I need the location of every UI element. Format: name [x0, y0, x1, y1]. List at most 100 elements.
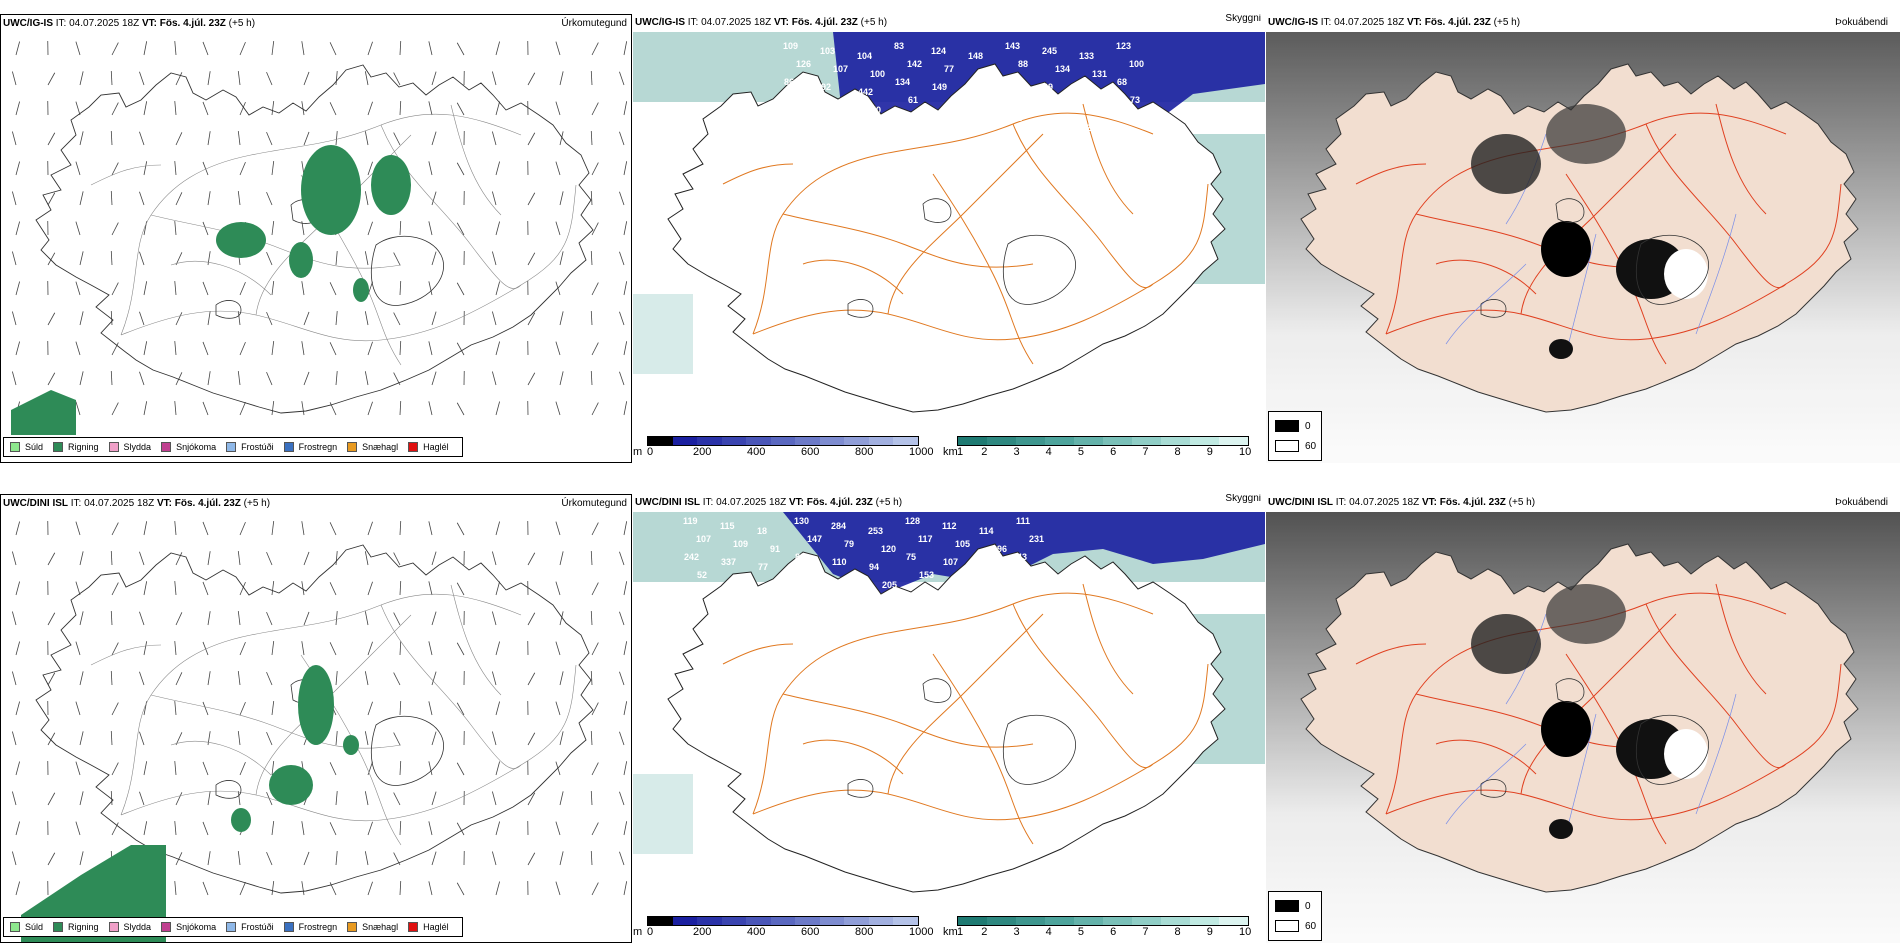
- cloud-base-value: 104: [857, 51, 872, 61]
- cloud-base-value: 147: [807, 534, 822, 544]
- cloud-base-value: 126: [796, 59, 811, 69]
- cloud-base-value: 175: [845, 575, 860, 585]
- cloud-base-value: 75: [906, 552, 916, 562]
- coastline: [35, 544, 594, 894]
- panel-title: UWC/DINI ISL IT: 04.07.2025 18Z VT: Fös.…: [635, 497, 903, 508]
- colorbar-segment: [672, 437, 698, 445]
- precip-legend-label: Slydda: [123, 922, 152, 932]
- cloud-base-value: 3: [835, 136, 840, 146]
- cloud-base-value: 442: [858, 87, 873, 97]
- iceland-map: [1266, 512, 1900, 943]
- precip-legend-item: Rigning: [53, 442, 99, 452]
- colorbar-tick-label: 1000: [909, 446, 934, 458]
- cloud-base-value: 100: [980, 562, 995, 572]
- colorbar-segment: [1016, 917, 1045, 925]
- visibility-colorbar: km 1 2 3 4 5 6 7 8 9 10: [943, 916, 1265, 943]
- cloud-base-value: 81: [933, 118, 943, 128]
- glacier-outline: [847, 299, 874, 318]
- colorbar-segment: [1103, 917, 1132, 925]
- panel-variable-name: Skyggni: [1225, 14, 1261, 24]
- colorbar-segment: [844, 917, 869, 925]
- precip-legend-item: Haglél: [408, 442, 449, 452]
- precip-type-panel-top: UWC/IG-IS IT: 04.07.2025 18Z VT: Fös. 4.…: [0, 14, 632, 463]
- cloud-base-value: 107: [696, 534, 711, 544]
- precip-legend-item: Snæhagl: [347, 442, 398, 452]
- glacier-outline: [1002, 234, 1076, 305]
- iceland-map: [1266, 32, 1900, 463]
- cloud-base-value: 112: [942, 521, 957, 531]
- road-network: [1355, 103, 1842, 365]
- precip-legend-swatch: [10, 922, 20, 932]
- precip-legend-swatch: [408, 442, 419, 452]
- cloud-base-labels: 119 115 18 130 284 253 128 112 114 111 107 109 91 147…: [683, 516, 1044, 590]
- colorbar-tick-label: 5: [1077, 926, 1084, 938]
- fog-legend-low: 0: [1305, 901, 1311, 912]
- colorbar-tick-label: 0: [647, 446, 654, 458]
- precip-legend-item: Snjókoma: [161, 922, 216, 932]
- precip-legend-swatch: [53, 922, 64, 932]
- cloud-base-value: 114: [979, 526, 994, 536]
- colorbar-labels: km 1 2 3 4 5 6 7 8 9 10: [943, 446, 1265, 460]
- precip-legend-swatch: [161, 442, 172, 452]
- precip-legend-label: Rigning: [68, 922, 99, 932]
- cloud-base-colorbar: m 0 200 400 600 800 1000: [633, 916, 933, 943]
- colorbar-segment: [1132, 437, 1161, 445]
- colorbar-unit: m: [633, 446, 643, 458]
- cloud-base-value: 245: [1042, 46, 1057, 56]
- cloud-base-labels: 109 103 104 83 124 148 143 245 133 123 126 107 100 14…: [783, 41, 1144, 146]
- colorbar-segment: [1016, 437, 1045, 445]
- cloud-base-value: 107: [833, 64, 848, 74]
- precip-type-legend: Súld Rigning Slydda Snjókoma Frostúði Frostre…: [3, 437, 463, 457]
- cloud-base-value: 67: [970, 123, 980, 133]
- colorbar-segment: [1132, 917, 1161, 925]
- wind-barbs: [11, 40, 628, 416]
- cloud-base-value: 168: [1019, 95, 1034, 105]
- glacier-outline: [1635, 234, 1709, 305]
- colorbar-tick-label: 6: [1110, 446, 1117, 458]
- colorbar-tick-label: 4: [1045, 926, 1052, 938]
- precip-legend-swatch: [283, 442, 294, 452]
- precip-legend-item: Snjókoma: [161, 442, 216, 452]
- precip-legend-swatch: [108, 922, 119, 932]
- colorbar-segment: [795, 917, 820, 925]
- glacier-outline: [1635, 714, 1709, 785]
- colorbar-tick-label: 400: [747, 926, 766, 938]
- cloud-base-value: 73: [1006, 77, 1016, 87]
- colorbar-segment: [987, 437, 1016, 445]
- colorbar-segment: [795, 437, 820, 445]
- precip-legend-item: Súld: [10, 442, 43, 452]
- glacier-outline: [847, 779, 874, 798]
- panel-variable-name: Úrkomutegund: [561, 18, 627, 29]
- colorbar-tick-label: 5: [1077, 446, 1084, 458]
- cloud-base-value: 83: [795, 552, 805, 562]
- low-cloud-area: [783, 512, 1265, 594]
- cloud-base-value: 123: [1116, 41, 1131, 51]
- colorbar-segment: [721, 437, 747, 445]
- precip-legend-swatch: [10, 442, 20, 452]
- glacier-outline: [215, 300, 242, 319]
- cloud-base-value: 73: [1130, 95, 1140, 105]
- cloud-base-value: 152: [1007, 113, 1022, 123]
- colorbar-labels: m 0 200 400 600 800 1000: [633, 926, 933, 940]
- cloud-base-value: 128: [905, 516, 920, 526]
- colorbar-tick-label: 9: [1206, 926, 1213, 938]
- colorbar-tick-label: 10: [1239, 926, 1252, 938]
- cloud-base-value: 77: [758, 562, 768, 572]
- cloud-base-value: 69: [1043, 82, 1053, 92]
- precip-legend-item: Frostregn: [283, 442, 337, 452]
- colorbar-tick-label: 2: [981, 926, 988, 938]
- colorbar-segment: [868, 437, 894, 445]
- colorbar-tick-label: 600: [801, 446, 820, 458]
- precip-legend-label: Snjókoma: [176, 922, 217, 932]
- panel-title: UWC/IG-IS IT: 04.07.2025 18Z VT: Fös. 4.…: [1268, 17, 1521, 28]
- colorbar-segment: [844, 437, 869, 445]
- fog-legend-high: 60: [1305, 921, 1317, 932]
- cloud-base-value: 48: [1093, 105, 1103, 115]
- fog-legend-white-swatch: [1275, 440, 1299, 452]
- colorbar-segments: [957, 436, 1249, 446]
- precip-legend-label: Frostregn: [298, 922, 338, 932]
- precip-legend-label: Frostúði: [241, 922, 274, 932]
- precip-legend-label: Snæhagl: [362, 922, 399, 932]
- visibility-panel-top: UWC/IG-IS IT: 04.07.2025 18Z VT: Fös. 4.…: [633, 14, 1265, 463]
- coastline: [35, 64, 594, 414]
